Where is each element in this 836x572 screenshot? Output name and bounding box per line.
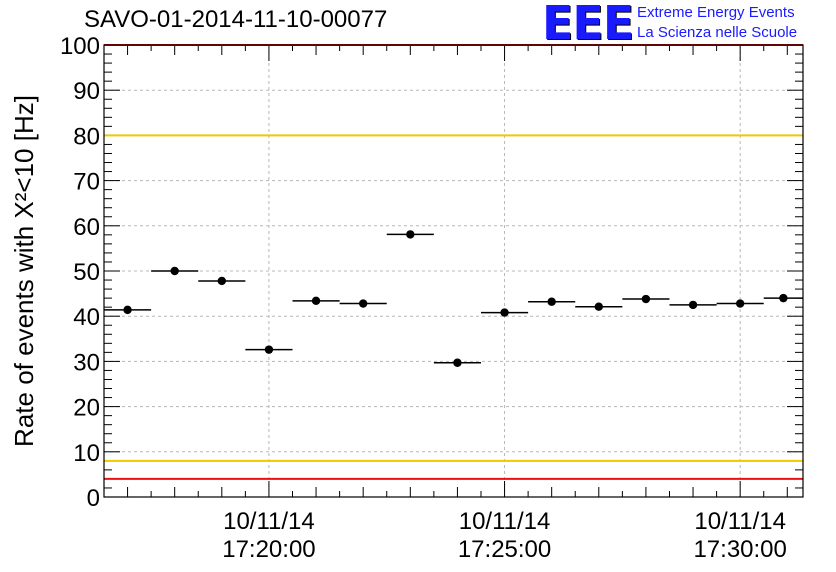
data-point (170, 266, 179, 276)
y-tick-label: 50 (73, 259, 100, 286)
data-point (500, 308, 509, 317)
y-tick-label: 30 (73, 349, 100, 376)
plot-frame (103, 44, 804, 498)
data-point (358, 299, 368, 308)
x-tick-label-time: 17:20:00 (222, 536, 315, 563)
x-tick-label-date: 10/11/14 (459, 508, 551, 535)
x-tick-label-time: 17:30:00 (693, 536, 786, 563)
y-tick-label: 60 (73, 214, 100, 241)
y-tick-label: 40 (73, 304, 100, 331)
chart-title: SAVO-01-2014-11-10-00077 (84, 6, 388, 33)
data-point (688, 300, 698, 310)
data-point (123, 305, 132, 315)
data-point (547, 297, 556, 306)
eee-logo: EEE Extreme Energy Events La Scienza nel… (542, 0, 797, 50)
data-point (217, 276, 227, 286)
x-tick-label-date: 10/11/14 (223, 508, 315, 535)
data-point (594, 302, 603, 311)
logo-mark: EEE (542, 0, 634, 50)
data-point (311, 296, 321, 306)
y-tick-label: 100 (60, 33, 100, 60)
y-tick-label: 70 (73, 169, 100, 196)
x-tick-label-date: 10/11/14 (694, 508, 786, 535)
y-tick-label: 20 (73, 395, 100, 422)
data-point (641, 294, 651, 304)
x-tick-label-time: 17:25:00 (458, 536, 551, 563)
logo-line-2: La Scienza nelle Scuole (637, 24, 798, 41)
y-tick-label: 90 (73, 78, 100, 105)
logo-caption: Extreme Energy Events La Scienza nelle S… (637, 3, 797, 43)
data-point (779, 293, 788, 303)
y-axis-title: Rate of events with X²<10 [Hz] (9, 95, 39, 447)
data-point (735, 299, 745, 308)
y-tick-label: 10 (73, 440, 100, 467)
data-point (406, 230, 415, 239)
data-point (453, 358, 462, 367)
y-tick-label: 0 (87, 485, 100, 512)
logo-line-1: Extreme Energy Events (637, 4, 795, 21)
y-tick-label: 80 (73, 123, 100, 150)
data-point (264, 345, 274, 354)
